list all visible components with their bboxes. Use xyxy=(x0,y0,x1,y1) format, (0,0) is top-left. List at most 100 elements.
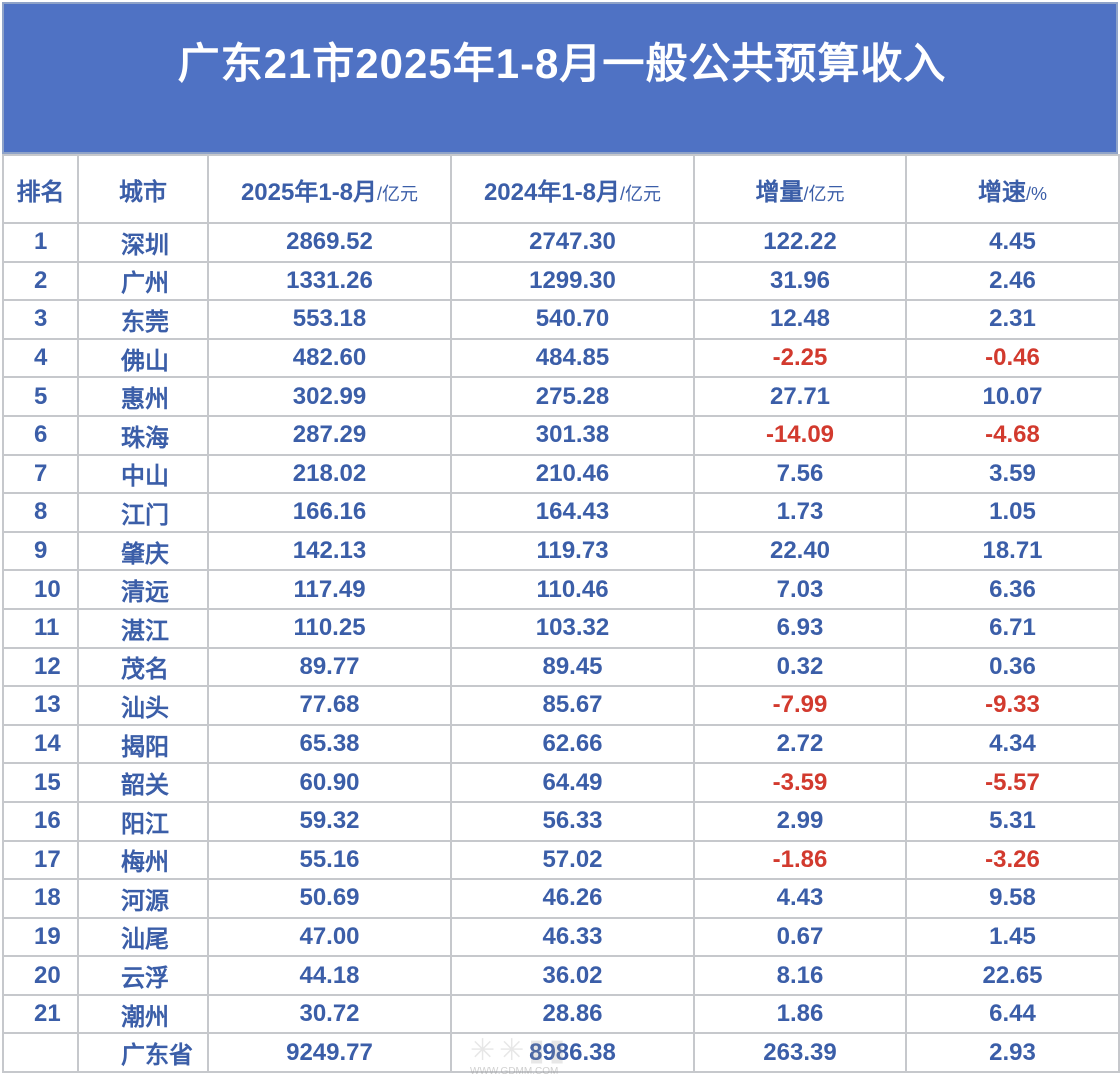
cell-growth: -9.33 xyxy=(905,685,1120,726)
cell-growth: 2.31 xyxy=(905,299,1120,340)
cell-v2024: 57.02 xyxy=(450,839,695,881)
header-unit: /亿元 xyxy=(377,183,419,204)
cell-city: 湛江 xyxy=(77,607,209,649)
cell-growth: 5.31 xyxy=(905,800,1120,842)
cell-growth: 1.45 xyxy=(905,916,1120,958)
cell-delta: 6.93 xyxy=(693,607,907,649)
cell-delta: -2.25 xyxy=(693,337,907,379)
cell-rank: 11 xyxy=(2,607,79,649)
cell-growth: 6.71 xyxy=(905,607,1120,649)
header-unit: /% xyxy=(1025,183,1047,204)
cell-v2024: 301.38 xyxy=(450,414,695,456)
cell-v2025: 47.00 xyxy=(207,916,452,958)
cell-v2024: 85.67 xyxy=(450,685,695,726)
cell-growth: 18.71 xyxy=(905,530,1120,572)
cell-city: 河源 xyxy=(77,878,209,919)
cell-rank: 3 xyxy=(2,299,79,340)
cell-city: 揭阳 xyxy=(77,723,209,765)
cell-city: 江门 xyxy=(77,492,209,533)
cell-growth: 2.93 xyxy=(905,1032,1120,1074)
cell-v2025: 44.18 xyxy=(207,955,452,996)
cell-rank: 16 xyxy=(2,800,79,842)
cell-delta: 7.03 xyxy=(693,569,907,610)
cell-city: 珠海 xyxy=(77,414,209,456)
cell-growth: 6.44 xyxy=(905,993,1120,1035)
cell-v2025: 59.32 xyxy=(207,800,452,842)
cell-rank: 13 xyxy=(2,685,79,726)
header-rank: 排名 xyxy=(2,154,79,224)
cell-city: 汕头 xyxy=(77,685,209,726)
cell-rank: 12 xyxy=(2,646,79,688)
cell-v2025: 89.77 xyxy=(207,646,452,688)
cell-v2025: 302.99 xyxy=(207,376,452,417)
table-row: 7 中山 218.02 210.46 7.56 3.59 xyxy=(2,453,1120,495)
cell-growth: 22.65 xyxy=(905,955,1120,996)
table-row: 10 清远 117.49 110.46 7.03 6.36 xyxy=(2,569,1120,610)
cell-rank: 10 xyxy=(2,569,79,610)
cell-city: 东莞 xyxy=(77,299,209,340)
cell-v2025: 50.69 xyxy=(207,878,452,919)
cell-delta: 7.56 xyxy=(693,453,907,495)
cell-delta: 12.48 xyxy=(693,299,907,340)
cell-rank: 18 xyxy=(2,878,79,919)
table-body: 1 深圳 2869.52 2747.30 122.22 4.45 2 广州 1331.26 129… xyxy=(2,222,1120,1074)
cell-rank: 5 xyxy=(2,376,79,417)
cell-v2024: 46.26 xyxy=(450,878,695,919)
table-row: 20 云浮 44.18 36.02 8.16 22.65 xyxy=(2,955,1120,996)
cell-rank: 19 xyxy=(2,916,79,958)
header-growth: 增速/% xyxy=(905,154,1120,224)
chart-title: 广东21市2025年1-8月一般公共预算收入 xyxy=(177,40,947,87)
cell-city: 清远 xyxy=(77,569,209,610)
cell-v2025: 287.29 xyxy=(207,414,452,456)
cell-delta: -14.09 xyxy=(693,414,907,456)
table-row: 18 河源 50.69 46.26 4.43 9.58 xyxy=(2,878,1120,919)
table-row: 4 佛山 482.60 484.85 -2.25 -0.46 xyxy=(2,337,1120,379)
cell-v2025: 166.16 xyxy=(207,492,452,533)
cell-v2024: 164.43 xyxy=(450,492,695,533)
cell-v2024: 540.70 xyxy=(450,299,695,340)
cell-growth: 2.46 xyxy=(905,260,1120,302)
cell-v2025: 30.72 xyxy=(207,993,452,1035)
table-row: 11 湛江 110.25 103.32 6.93 6.71 xyxy=(2,607,1120,649)
cell-delta: 263.39 xyxy=(693,1032,907,1074)
table-row: 16 阳江 59.32 56.33 2.99 5.31 xyxy=(2,800,1120,842)
header-2024: 2024年1-8月/亿元 xyxy=(450,154,695,224)
cell-v2024: 64.49 xyxy=(450,762,695,803)
cell-growth: -0.46 xyxy=(905,337,1120,379)
cell-growth: 4.34 xyxy=(905,723,1120,765)
cell-rank: 21 xyxy=(2,993,79,1035)
cell-v2025: 60.90 xyxy=(207,762,452,803)
cell-v2025: 9249.77 xyxy=(207,1032,452,1074)
cell-delta: 1.86 xyxy=(693,993,907,1035)
table-row: 2 广州 1331.26 1299.30 31.96 2.46 xyxy=(2,260,1120,302)
cell-growth: -4.68 xyxy=(905,414,1120,456)
cell-v2024: 89.45 xyxy=(450,646,695,688)
cell-city: 肇庆 xyxy=(77,530,209,572)
cell-v2025: 142.13 xyxy=(207,530,452,572)
cell-growth: 6.36 xyxy=(905,569,1120,610)
cell-city: 茂名 xyxy=(77,646,209,688)
cell-growth: -5.57 xyxy=(905,762,1120,803)
cell-v2024: 46.33 xyxy=(450,916,695,958)
table-row: 14 揭阳 65.38 62.66 2.72 4.34 xyxy=(2,723,1120,765)
cell-delta: 0.32 xyxy=(693,646,907,688)
cell-v2024: 110.46 xyxy=(450,569,695,610)
cell-rank: 9 xyxy=(2,530,79,572)
cell-v2024: 119.73 xyxy=(450,530,695,572)
cell-growth: 1.05 xyxy=(905,492,1120,533)
cell-v2024: 103.32 xyxy=(450,607,695,649)
cell-v2025: 2869.52 xyxy=(207,222,452,263)
cell-growth: 9.58 xyxy=(905,878,1120,919)
table-row: 19 汕尾 47.00 46.33 0.67 1.45 xyxy=(2,916,1120,958)
cell-v2025: 55.16 xyxy=(207,839,452,881)
cell-delta: -1.86 xyxy=(693,839,907,881)
cell-city: 惠州 xyxy=(77,376,209,417)
cell-growth: 10.07 xyxy=(905,376,1120,417)
cell-v2025: 218.02 xyxy=(207,453,452,495)
cell-delta: -7.99 xyxy=(693,685,907,726)
cell-rank: 8 xyxy=(2,492,79,533)
title-banner: 广东21市2025年1-8月一般公共预算收入 xyxy=(2,2,1118,154)
cell-delta: 31.96 xyxy=(693,260,907,302)
cell-city: 汕尾 xyxy=(77,916,209,958)
cell-city: 韶关 xyxy=(77,762,209,803)
